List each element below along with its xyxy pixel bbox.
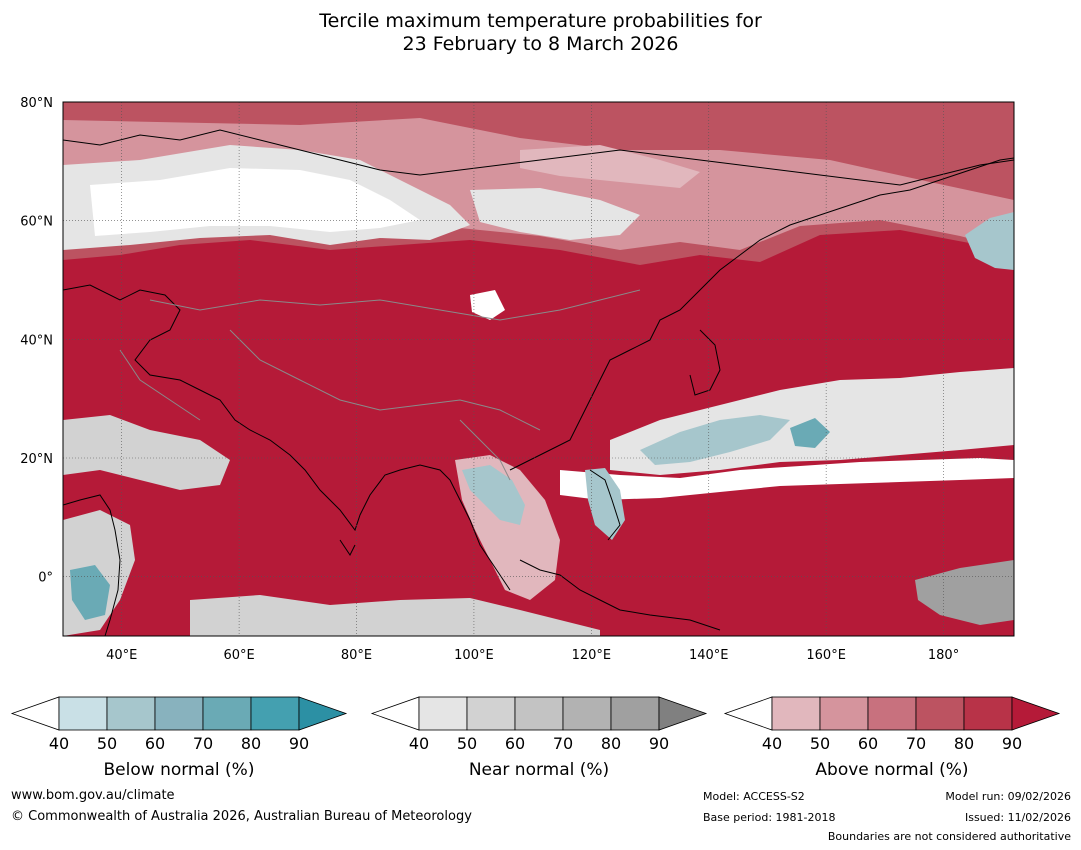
website-link[interactable]: www.bom.gov.au/climate (11, 788, 175, 803)
near-normal-south-pacific (915, 560, 1014, 625)
colorbar-segment (514, 696, 564, 731)
colorbar-segment (58, 696, 108, 731)
colorbar-left-extension (370, 696, 420, 731)
longitude-tick-label: 180° (928, 648, 959, 663)
colorbar-tick-label: 50 (810, 734, 830, 753)
colorbar-tick-label: 50 (457, 734, 477, 753)
below-normal-east-africa (70, 565, 110, 620)
colorbar-segment (915, 696, 965, 731)
neutral-patches-asia (470, 290, 505, 320)
colorbar-segment (250, 696, 300, 731)
colorbar-title: Below normal (%) (104, 760, 255, 780)
colorbar-right-extension (658, 696, 708, 731)
colorbar-segment (610, 696, 660, 731)
latitude-axis: 80°N 60°N 40°N 20°N 0° (20, 96, 53, 586)
colorbar-segment (466, 696, 516, 731)
latitude-tick-label: 0° (38, 571, 53, 586)
latitude-tick-label: 60°N (20, 215, 53, 230)
longitude-tick-label: 80°E (341, 648, 372, 663)
colorbar-segment (867, 696, 917, 731)
colorbar-right-extension (1011, 696, 1061, 731)
colorbar-tick-label: 60 (505, 734, 525, 753)
colorbar-segment (562, 696, 612, 731)
title-line-1: Tercile maximum temperature probabilitie… (319, 10, 762, 32)
colorbar-segment (963, 696, 1013, 731)
country-borders (119, 289, 641, 481)
model-run-date: Model run: 09/02/2026 (945, 790, 1071, 803)
graticule (63, 102, 1014, 636)
below-normal-philippines (585, 468, 625, 540)
neutral-pacific-band (560, 458, 1014, 500)
latitude-tick-label: 80°N (20, 96, 53, 111)
colorbar-tick-label: 60 (858, 734, 878, 753)
colorbar-tick-label: 90 (1002, 734, 1022, 753)
colorbar-title: Near normal (%) (469, 760, 609, 780)
below-normal-indochina (462, 465, 525, 525)
colorbar-right-extension (298, 696, 348, 731)
colorbar-segment (202, 696, 252, 731)
map-title: Tercile maximum temperature probabilitie… (0, 10, 1081, 56)
longitude-axis: 40°E 60°E 80°E 100°E 120°E 140°E 160°E 180° (106, 648, 959, 663)
colorbar-tick-label: 90 (649, 734, 669, 753)
near-normal-arabia (63, 415, 230, 490)
colorbar-tick-label: 80 (954, 734, 974, 753)
colorbar-segment (106, 696, 156, 731)
base-period: Base period: 1981-2018 (703, 811, 836, 824)
colorbar-legends: 40 50 60 70 80 90 Below normal (%) 40 50 60 70 80 90… (10, 696, 1061, 780)
colorbar-tick-label: 60 (145, 734, 165, 753)
title-line-2: 23 February to 8 March 2026 (402, 33, 679, 55)
longitude-tick-label: 120°E (572, 648, 612, 663)
colorbar-tick-label: 70 (906, 734, 926, 753)
colorbar-tick-label: 40 (49, 734, 69, 753)
longitude-tick-label: 140°E (689, 648, 729, 663)
colorbar-tick-label: 40 (409, 734, 429, 753)
below-normal-bering-region (965, 212, 1014, 270)
near-normal-central-region (470, 188, 640, 240)
colorbar-left-extension (723, 696, 773, 731)
colorbar-segment (771, 696, 821, 731)
colorbar-tick-label: 70 (553, 734, 573, 753)
copyright-notice: © Commonwealth of Australia 2026, Austra… (11, 809, 472, 824)
longitude-tick-label: 160°E (806, 648, 846, 663)
longitude-tick-label: 60°E (223, 648, 254, 663)
latitude-tick-label: 20°N (20, 452, 53, 467)
longitude-tick-label: 40°E (106, 648, 137, 663)
model-name: Model: ACCESS-S2 (703, 790, 805, 803)
colorbar-below-normal: 40 50 60 70 80 90 Below normal (%) (10, 696, 348, 780)
colorbar-tick-label: 40 (762, 734, 782, 753)
near-normal-northeast-region (520, 145, 700, 188)
colorbar-tick-label: 90 (289, 734, 309, 753)
near-normal-indian-ocean (190, 595, 600, 636)
colorbar-above-normal: 40 50 60 70 80 90 Above normal (%) (723, 696, 1061, 780)
colorbar-tick-label: 70 (193, 734, 213, 753)
colorbar-near-normal: 40 50 60 70 80 90 Near normal (%) (370, 696, 708, 780)
colorbar-title: Above normal (%) (815, 760, 968, 780)
below-normal-pacific-patch-east (790, 418, 830, 448)
coastlines (63, 129, 1014, 636)
colorbar-tick-label: 80 (241, 734, 261, 753)
map-frame (62, 101, 1015, 637)
colorbar-segment (154, 696, 204, 731)
neutral-siberia-region (90, 168, 420, 236)
issued-date: Issued: 11/02/2026 (964, 811, 1071, 824)
longitude-tick-label: 100°E (454, 648, 494, 663)
map-panel (63, 102, 1014, 636)
colorbar-segment (418, 696, 468, 731)
colorbar-left-extension (10, 696, 60, 731)
boundaries-disclaimer: Boundaries are not considered authoritat… (827, 830, 1071, 843)
colorbar-segment (819, 696, 869, 731)
below-normal-pacific-patches (640, 415, 790, 465)
colorbar-tick-label: 80 (601, 734, 621, 753)
latitude-tick-label: 40°N (20, 333, 53, 348)
colorbar-tick-label: 50 (97, 734, 117, 753)
